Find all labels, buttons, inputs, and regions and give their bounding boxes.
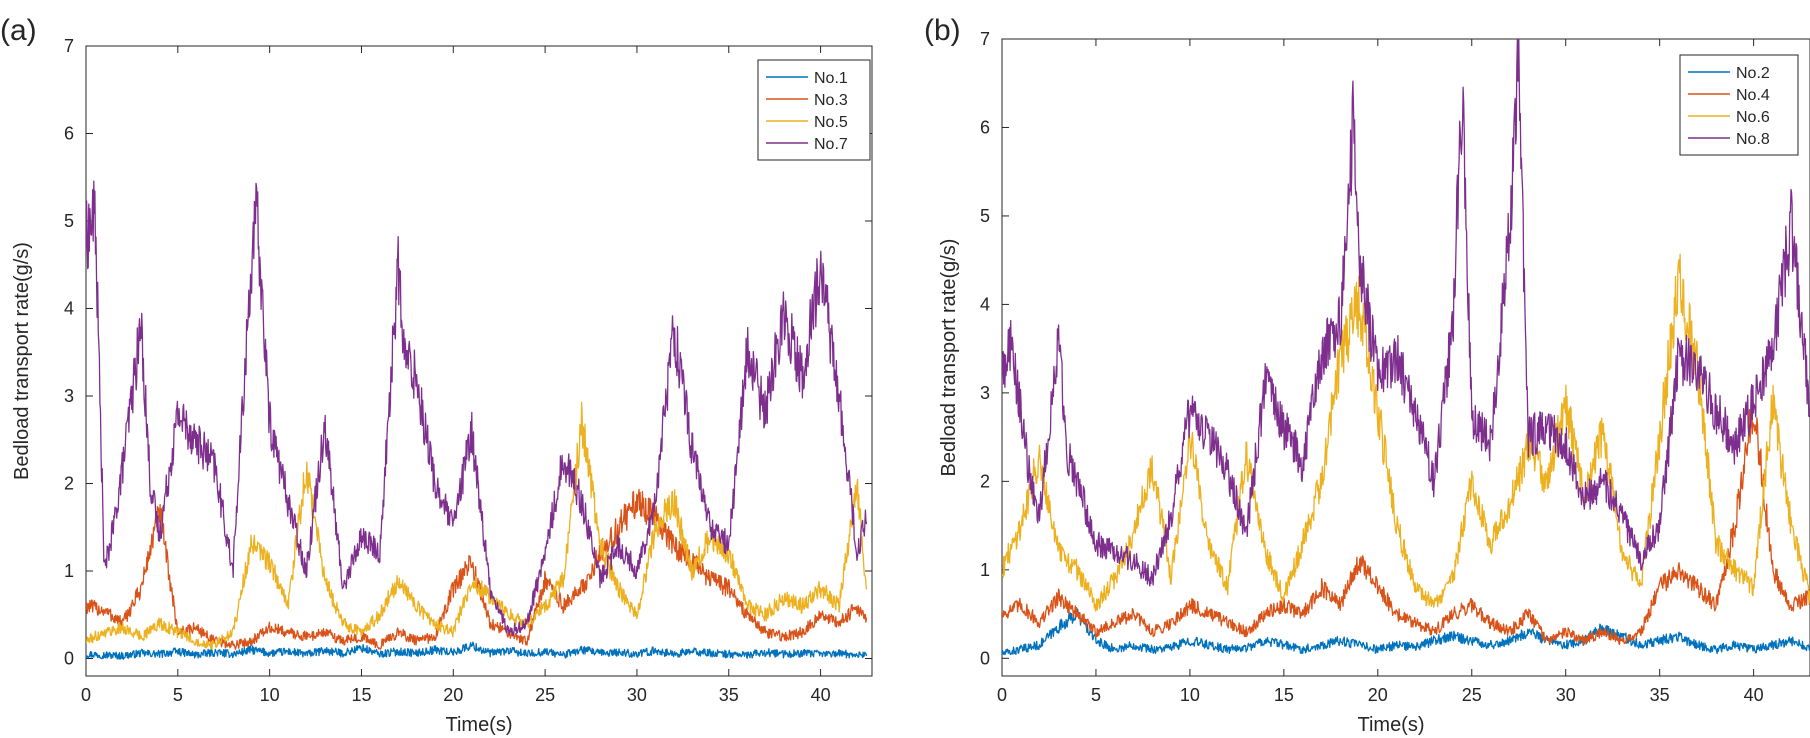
y-tick-label: 1: [980, 560, 990, 580]
y-tick-label: 4: [64, 299, 74, 319]
legend-entry: No.3: [814, 92, 848, 109]
legend-entry: No.2: [1736, 65, 1770, 82]
panel-label: (b): [924, 14, 961, 47]
y-tick-label: 7: [64, 36, 74, 56]
x-tick-label: 30: [627, 685, 647, 705]
x-tick-label: 20: [443, 685, 463, 705]
y-tick-label: 0: [64, 649, 74, 669]
series-line-no4: [1002, 397, 1810, 646]
series-group: [86, 180, 868, 660]
panel-label: (a): [0, 14, 37, 47]
x-tick-label: 40: [811, 685, 831, 705]
series-line-no1: [86, 641, 868, 660]
series-line-no8: [1002, 39, 1810, 587]
y-tick-label: 2: [64, 474, 74, 494]
x-tick-label: 25: [1462, 685, 1482, 705]
x-tick-label: 0: [81, 685, 91, 705]
panel-a: 0 5 10 15 20 25 30 35 40 0 1 2 3 4 5 6 7 Time(s) Bedload t…: [0, 14, 873, 736]
x-tick-label: 15: [351, 685, 371, 705]
legend: No.1 No.3 No.5 No.7: [757, 59, 871, 161]
legend-entry: No.5: [814, 114, 848, 131]
x-tick-label: 15: [1274, 685, 1294, 705]
x-tick-label: 5: [1091, 685, 1101, 705]
y-tick-label: 6: [64, 124, 74, 144]
x-tick-label: 10: [260, 685, 280, 705]
y-tick-label: 4: [980, 294, 990, 314]
y-tick-label: 6: [980, 117, 990, 137]
series-line-no5: [86, 401, 868, 650]
y-tick-label: 5: [64, 211, 74, 231]
legend-entry: No.7: [814, 136, 848, 153]
legend-entry: No.1: [814, 70, 848, 87]
y-tick-label: 2: [980, 471, 990, 491]
series-line-no2: [1002, 608, 1810, 656]
y-axis-label: Bedload transport rate(g/s): [11, 242, 33, 480]
x-axis-label: Time(s): [1357, 714, 1424, 736]
x-tick-label: 25: [535, 685, 555, 705]
legend-entry: No.4: [1736, 87, 1770, 104]
x-tick-label: 20: [1368, 685, 1388, 705]
x-tick-label: 10: [1180, 685, 1200, 705]
y-tick-label: 1: [64, 561, 74, 581]
series-line-no7: [86, 180, 868, 636]
series-line-no6: [1002, 253, 1810, 612]
x-axis-label: Time(s): [445, 714, 512, 736]
panel-b: 0 5 10 15 20 25 30 35 40 0 1 2 3 4 5 6 7 Time(s) Bedload t…: [924, 14, 1810, 736]
legend-entry: No.8: [1736, 131, 1770, 148]
x-tick-label: 0: [997, 685, 1007, 705]
y-tick-label: 5: [980, 206, 990, 226]
plot-area-frame: [85, 45, 873, 677]
x-tick-label: 35: [1650, 685, 1670, 705]
x-tick-label: 5: [173, 685, 183, 705]
y-tick-label: 3: [980, 383, 990, 403]
x-tick-label: 40: [1744, 685, 1764, 705]
y-tick-label: 3: [64, 386, 74, 406]
x-tick-label: 30: [1556, 685, 1576, 705]
legend: No.2 No.4 No.6 No.8: [1679, 54, 1799, 156]
series-group: [1002, 39, 1810, 656]
x-tick-label: 35: [719, 685, 739, 705]
y-axis-label: Bedload transport rate(g/s): [938, 239, 960, 477]
y-tick-label: 7: [980, 29, 990, 49]
y-tick-label: 0: [980, 648, 990, 668]
legend-entry: No.6: [1736, 109, 1770, 126]
series-line-no3: [86, 488, 868, 650]
